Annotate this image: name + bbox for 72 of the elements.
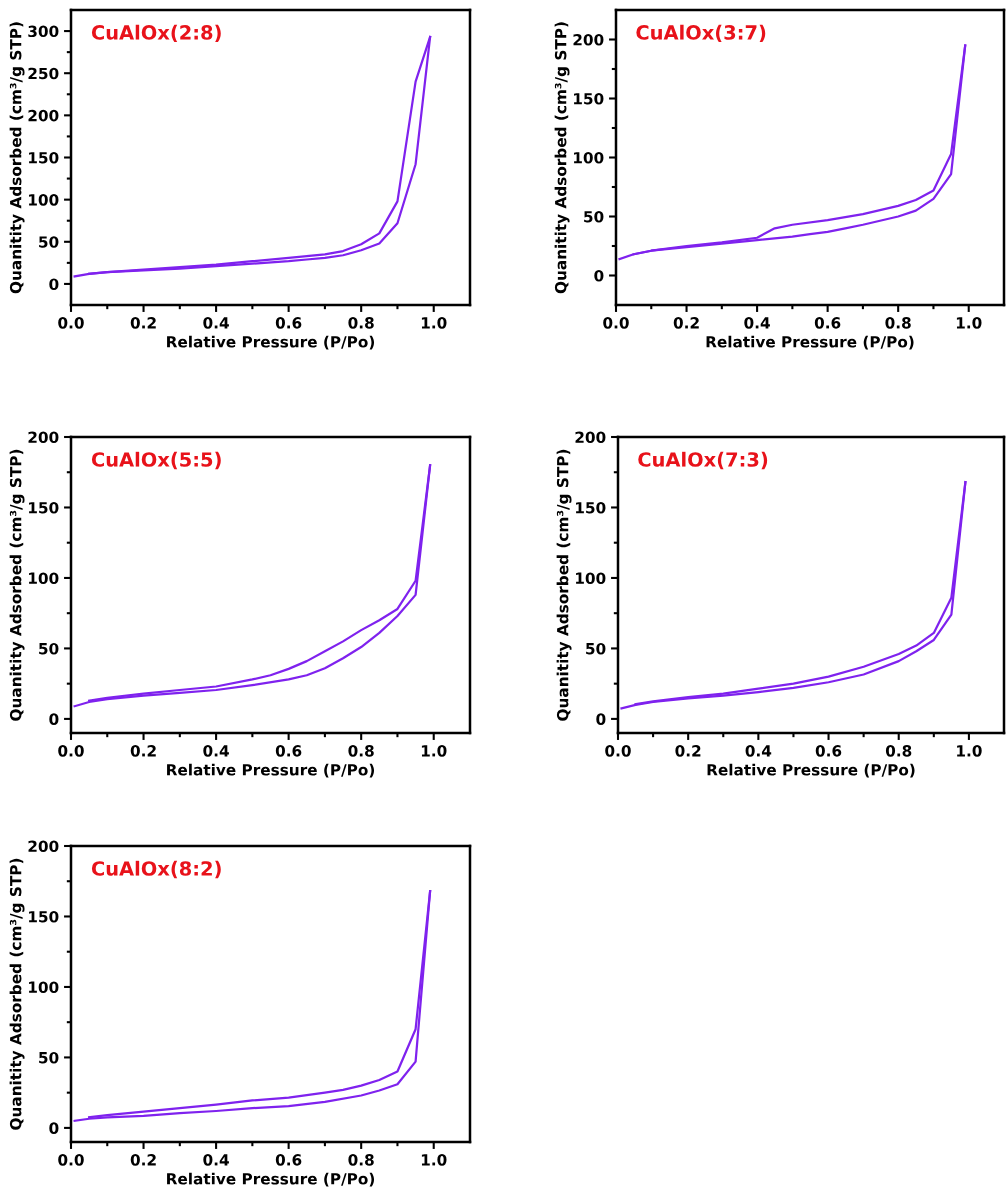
x-tick-label: 0.0	[58, 317, 84, 329]
x-tick-label: 1.0	[957, 745, 982, 757]
y-axis-title: Quanitity Adsorbed (cm³/g STP)	[9, 449, 25, 721]
x-tick-label: 0.8	[885, 317, 911, 329]
x-tick-label: 0.4	[745, 745, 772, 757]
x-tick-label: 0.2	[675, 745, 701, 757]
x-tick-label: 0.2	[130, 1154, 156, 1166]
y-tick-label: 0	[596, 713, 606, 725]
x-tick-label: 0.0	[605, 745, 631, 757]
x-tick-label: 0.4	[203, 317, 229, 329]
y-tick-label: 200	[575, 431, 606, 444]
y-tick-label: 50	[39, 642, 59, 655]
y-tick-label: 150	[29, 151, 59, 164]
x-axis-title: Relative Pressure (P/Po)	[167, 335, 375, 350]
y-tick-label: 250	[28, 67, 59, 80]
x-axis-title: Relative Pressure (P/Po)	[707, 763, 915, 778]
text: CuAlOx(8:2)	[91, 860, 221, 879]
y-tick-label: 150	[576, 501, 606, 514]
x-tick-label: 0.0	[603, 317, 629, 329]
text: CuAlOx(5:5)	[91, 451, 221, 470]
y-tick-label: 150	[29, 501, 59, 514]
y-tick-label: 100	[29, 572, 59, 584]
x-axis-title: Relative Pressure (P/Po)	[706, 335, 914, 350]
x-tick-label: 1.0	[421, 745, 447, 757]
x-tick-label: 1.0	[421, 1154, 447, 1166]
x-tick-label: 0.6	[814, 317, 841, 329]
y-axis-title: Quanitity Adsorbed (cm³/g STP)	[556, 449, 572, 721]
y-tick-label: 200	[573, 33, 604, 46]
y-tick-label: 0	[594, 269, 604, 282]
x-tick-label: 0.6	[815, 745, 842, 757]
y-tick-label: 150	[574, 92, 604, 105]
y-tick-label: 0	[49, 1122, 59, 1134]
y-tick-label: 300	[28, 25, 59, 38]
y-axis-title: Quanitity Adsorbed (cm³/g STP)	[9, 22, 25, 294]
text: CuAlOx(7:3)	[638, 451, 768, 470]
x-tick-label: 1.0	[421, 317, 447, 329]
x-tick-label: 0.0	[58, 745, 84, 757]
x-tick-label: 0.0	[58, 1154, 84, 1166]
x-tick-label: 0.8	[885, 745, 912, 757]
y-tick-label: 200	[28, 109, 59, 122]
x-tick-label: 0.8	[348, 317, 374, 329]
x-tick-label: 0.8	[348, 745, 374, 757]
y-tick-label: 150	[29, 910, 59, 923]
x-tick-label: 0.6	[275, 1154, 302, 1166]
text: CuAlOx(2:8)	[91, 24, 221, 43]
x-tick-label: 0.4	[203, 1154, 229, 1166]
y-axis-title: Quanitity Adsorbed (cm³/g STP)	[9, 858, 25, 1130]
x-axis-title: Relative Pressure (P/Po)	[167, 1172, 375, 1187]
x-tick-label: 0.6	[275, 745, 302, 757]
y-tick-label: 100	[29, 194, 59, 206]
x-axis-title: Relative Pressure (P/Po)	[167, 763, 375, 778]
y-tick-label: 0	[49, 278, 59, 290]
x-tick-label: 0.2	[673, 317, 699, 329]
x-tick-label: 0.8	[348, 1154, 374, 1166]
y-tick-label: 200	[28, 840, 59, 853]
x-tick-label: 0.2	[130, 745, 156, 757]
y-tick-label: 50	[39, 1051, 59, 1064]
y-tick-label: 0	[49, 713, 59, 725]
x-tick-label: 0.4	[203, 745, 229, 757]
y-tick-label: 100	[576, 572, 606, 584]
y-tick-label: 50	[586, 642, 606, 655]
x-tick-label: 0.2	[130, 317, 156, 329]
y-tick-label: 100	[574, 151, 604, 164]
x-tick-label: 1.0	[956, 317, 982, 329]
y-axis-title: Quanitity Adsorbed (cm³/g STP)	[554, 22, 570, 294]
y-tick-label: 200	[28, 431, 59, 444]
y-tick-label: 50	[584, 210, 604, 223]
x-tick-label: 0.4	[744, 317, 770, 329]
x-tick-label: 0.6	[275, 317, 302, 329]
y-tick-label: 50	[39, 236, 59, 248]
y-tick-label: 100	[29, 981, 59, 993]
text: CuAlOx(3:7)	[636, 24, 766, 43]
